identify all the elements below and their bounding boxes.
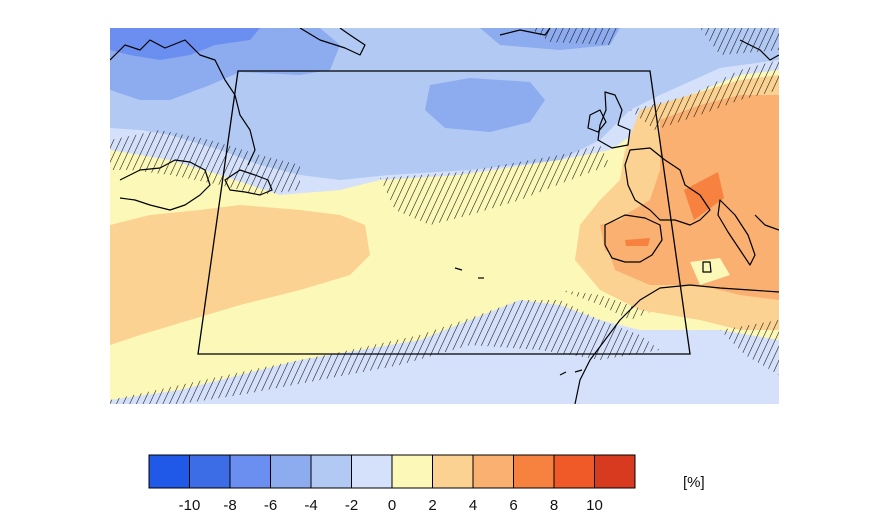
colorbar-swatch xyxy=(553,454,595,489)
colorbar-tick-label: -10 xyxy=(179,497,201,514)
coastlines xyxy=(110,28,779,404)
coast-iceland xyxy=(499,28,551,36)
colorbar-swatch xyxy=(270,454,312,489)
coast-azores-1 xyxy=(454,267,463,271)
colorbar-swatch xyxy=(432,454,474,489)
colorbar-swatch xyxy=(351,454,393,489)
colorbar-swatch xyxy=(391,454,433,489)
coast-labrador xyxy=(119,159,211,211)
colorbar-swatch xyxy=(472,454,514,489)
coast-balkans xyxy=(754,214,779,231)
colorbar-tick-label: -8 xyxy=(223,497,236,514)
colorbar-swatch xyxy=(189,454,231,489)
significance-hatching xyxy=(110,28,779,404)
colorbar-tick-label: 0 xyxy=(388,497,396,514)
coast-newfoundland xyxy=(224,169,273,196)
coast-france xyxy=(624,147,711,226)
colorbar-tick-label: 8 xyxy=(550,497,558,514)
coast-baffin xyxy=(110,39,256,166)
field-orange-west xyxy=(110,205,370,345)
field-orange-iberia xyxy=(600,215,660,262)
field-blue-darkest xyxy=(110,28,260,60)
domain-box xyxy=(197,70,691,355)
colorbar-swatch xyxy=(148,454,190,489)
coast-africa xyxy=(574,284,779,404)
coast-canaries xyxy=(559,369,583,376)
coast-ireland xyxy=(587,109,607,133)
field-yellow-band xyxy=(110,70,779,400)
colorbar-swatch xyxy=(594,454,636,489)
coast-iberia xyxy=(604,214,663,263)
coast-greenland xyxy=(299,28,366,56)
coast-sardinia xyxy=(702,261,712,273)
colorbar-swatch xyxy=(513,454,555,489)
colorbar-tick-label: 6 xyxy=(509,497,517,514)
coast-britain xyxy=(597,91,631,149)
anomaly-field xyxy=(110,28,779,404)
colorbar-swatch xyxy=(229,454,271,489)
colorbar-swatch xyxy=(310,454,352,489)
colorbar-unit: [%] xyxy=(683,474,705,491)
coast-italy xyxy=(717,199,756,266)
colorbar-tick-label: 10 xyxy=(586,497,603,514)
field-blue-center xyxy=(425,78,545,132)
field-orange-hotspot xyxy=(684,172,724,220)
colorbar-tick-label: -4 xyxy=(304,497,317,514)
colorbar-tick-label: 4 xyxy=(469,497,477,514)
field-orange-spain-spot xyxy=(625,238,650,246)
colorbar-tick-label: 2 xyxy=(428,497,436,514)
colorbar: -10 -8 -6 -4 -2 0 2 4 6 8 10 xyxy=(148,454,636,514)
colorbar-tick-label: -2 xyxy=(345,497,358,514)
colorbar-tick-label: -6 xyxy=(264,497,277,514)
coast-scandinavia xyxy=(739,39,779,61)
